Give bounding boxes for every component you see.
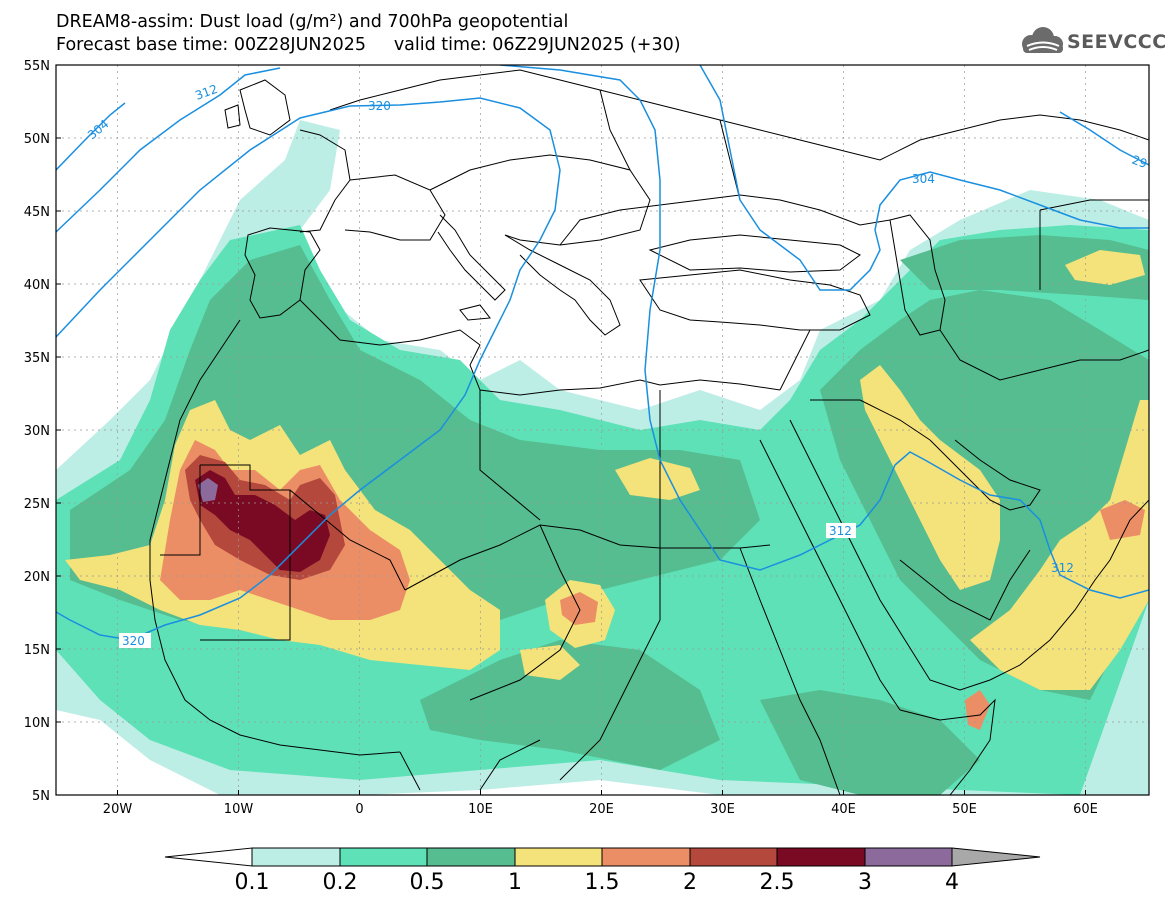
map-title-line2: Forecast base time: 00Z28JUN2025 valid t… [56,35,681,55]
colorbar-segment [514,847,603,867]
contour-label-bg [826,523,856,538]
lon-label: 0 [355,802,363,817]
colorbar-segment-over [951,847,1041,867]
dust-region-1-caspian [1065,250,1145,285]
dust-region-1-arabia [860,365,1000,590]
colorbar-tick-label: 2 [683,870,697,895]
contour-label: 29 [1130,153,1149,171]
colorbar-tick-label: 3 [858,870,872,895]
dust-region-0.5-central [420,640,720,770]
contour-label: 320 [122,634,145,648]
lat-label: 5N [32,789,50,804]
axis-ticks [56,64,1086,795]
coastlines-borders [149,69,1149,795]
latitude-labels: 55N 50N 45N 40N 35N 30N 25N 20N 15N 10N … [24,59,50,804]
colorbar-segment [251,847,341,867]
lat-label: 55N [24,59,50,74]
lon-label: 10W [224,802,254,817]
lon-label: 10E [468,802,493,817]
lon-label: 60E [1073,802,1098,817]
lat-label: 35N [24,351,50,366]
contour-label: 304 [912,172,935,186]
lat-label: 25N [24,497,50,512]
cloud-icon [1022,27,1063,53]
colorbar-segment-under [164,847,253,867]
lon-label: 20E [589,802,614,817]
colorbar-segment [776,847,866,867]
lat-label: 30N [24,424,50,439]
contour-label-bg [119,633,151,648]
colorbar-segment [689,847,778,867]
colorbar [164,847,1041,867]
lat-label: 10N [24,716,50,731]
dust-region-1.5-oman [1100,500,1145,540]
lat-label: 50N [24,132,50,147]
lat-label: 40N [24,278,50,293]
dust-region-3-west [198,478,218,502]
contour-label: 312 [829,524,852,538]
colorbar-tick-label: 0.1 [234,870,270,895]
lon-label: 20W [103,802,133,817]
longitude-labels: 20W 10W 0 10E 20E 30E 40E 50E 60E [103,802,1098,817]
lon-label: 40E [831,802,856,817]
lat-label: 20N [24,570,50,585]
contour-label: 312 [1051,561,1074,575]
lat-label: 45N [24,205,50,220]
colorbar-tick-label: 1.5 [584,870,620,895]
colorbar-segment [864,847,953,867]
contour-label: 320 [368,99,391,113]
graticule [56,65,1149,795]
geopotential-contours [56,65,1149,641]
logo-text: SEEVCCC [1067,31,1165,53]
colorbar-tick-label: 4 [945,870,959,895]
colorbar-tick-label: 2.5 [759,870,795,895]
colorbar-tick-label: 0.5 [409,870,445,895]
colorbar-tick-label: 0.2 [322,870,358,895]
lat-label: 15N [24,643,50,658]
colorbar-segment [426,847,516,867]
lon-label: 50E [952,802,977,817]
dust-region-1-oman [970,400,1149,690]
colorbar-segment [339,847,428,867]
map-title-line1: DREAM8-assim: Dust load (g/m²) and 700hP… [56,12,569,32]
lon-label: 30E [710,802,735,817]
dust-region-1-sudan [520,645,580,680]
dust-region-1-libya [615,458,700,500]
map-panel: 304 312 320 304 29 312 312 320 [56,65,1149,795]
dust-region-1.5-somalia [965,690,990,730]
colorbar-tick-label: 1 [508,870,522,895]
dust-load-layer [56,120,1149,795]
dust-region-2.5-west [195,470,330,572]
colorbar-segment [601,847,691,867]
